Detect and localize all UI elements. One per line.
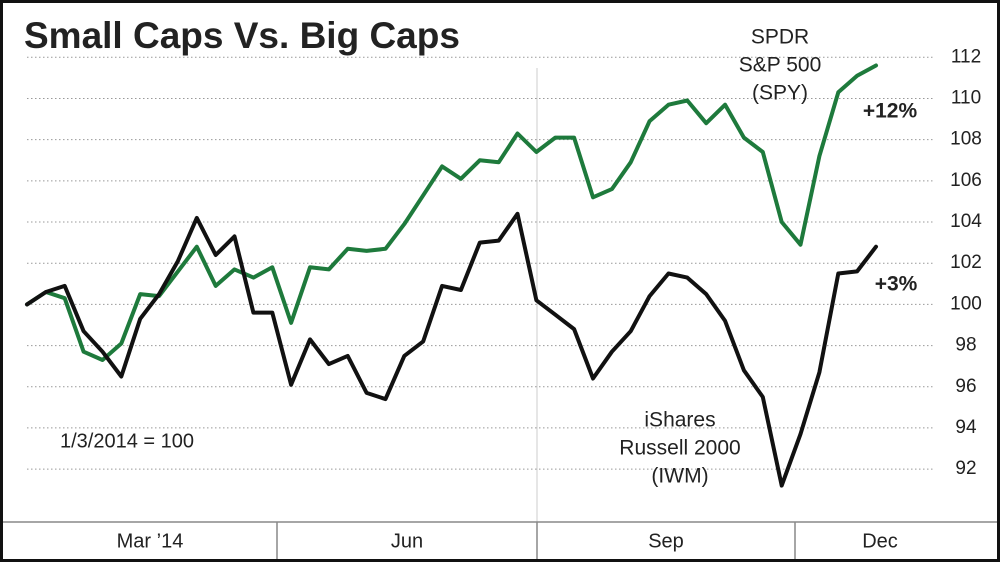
change-label: +12% [863, 100, 918, 123]
y-tick-label: 108 [950, 129, 982, 150]
series-label: S&P 500 [739, 54, 822, 77]
series-line [25, 211, 878, 488]
y-tick-label: 104 [950, 211, 982, 232]
chart-title: Small Caps Vs. Big Caps [24, 15, 460, 56]
y-tick-label: 96 [955, 376, 976, 397]
y-tick-label: 92 [955, 458, 976, 479]
series-label: iShares [644, 409, 715, 432]
y-tick-label: 112 [951, 46, 981, 67]
y-tick-label: 98 [955, 335, 976, 356]
y-tick-label: 94 [955, 417, 977, 438]
x-band-label: Jun [391, 530, 423, 552]
note: 1/3/2014 = 100 [60, 430, 194, 452]
series-label: (IWM) [651, 465, 708, 488]
y-tick-label: 100 [950, 293, 982, 314]
y-tick-label: 110 [951, 87, 981, 108]
x-band-label: Mar ’14 [117, 530, 184, 552]
series-line [25, 63, 878, 362]
plot [25, 63, 878, 488]
series-label: SPDR [751, 26, 809, 49]
series-label: Russell 2000 [619, 437, 740, 460]
y-tick-label: 102 [950, 252, 982, 273]
y-tick-label: 106 [950, 170, 982, 191]
series-label: (SPY) [752, 82, 808, 105]
x-band-label: Dec [862, 530, 898, 552]
x-band-label: Sep [648, 530, 684, 552]
change-label: +3% [875, 273, 918, 296]
